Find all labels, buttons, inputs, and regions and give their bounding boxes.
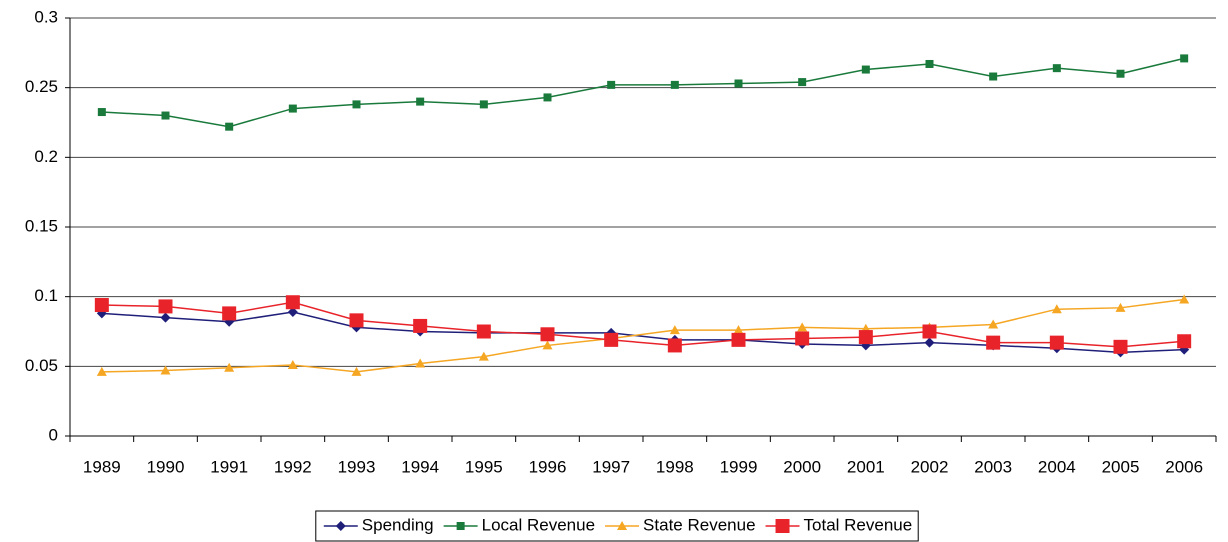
marker	[607, 80, 616, 89]
marker	[352, 100, 361, 109]
marker	[287, 306, 298, 317]
y-tick-label: 0.15	[25, 216, 58, 235]
marker	[775, 519, 790, 533]
marker	[540, 327, 555, 342]
marker	[988, 319, 999, 329]
x-tick-label: 2004	[1038, 457, 1076, 476]
marker	[161, 111, 170, 120]
marker	[478, 351, 489, 361]
x-tick-label: 1996	[529, 457, 567, 476]
marker	[670, 80, 679, 89]
marker	[734, 79, 743, 88]
marker	[160, 312, 171, 323]
x-tick-label: 2001	[847, 457, 885, 476]
marker	[413, 318, 428, 333]
x-tick-label: 1994	[401, 457, 439, 476]
marker	[287, 359, 298, 369]
x-tick-label: 1989	[83, 457, 121, 476]
x-tick-label: 1991	[210, 457, 248, 476]
marker	[285, 295, 300, 310]
y-tick-label: 0.25	[25, 77, 58, 96]
y-tick-label: 0.3	[34, 7, 58, 26]
x-tick-label: 1992	[274, 457, 312, 476]
marker	[1116, 69, 1125, 78]
x-tick-label: 2003	[974, 457, 1012, 476]
marker	[288, 104, 297, 113]
marker	[924, 337, 935, 348]
x-tick-label: 2005	[1102, 457, 1140, 476]
y-tick-label: 0.2	[34, 147, 58, 166]
marker	[96, 366, 107, 376]
x-tick-label: 1990	[147, 457, 185, 476]
marker	[798, 78, 807, 87]
marker	[925, 59, 934, 68]
marker	[479, 100, 488, 109]
marker	[1180, 54, 1189, 63]
marker	[731, 332, 746, 347]
marker	[795, 331, 810, 346]
marker	[733, 325, 744, 335]
x-tick-label: 1993	[338, 457, 376, 476]
marker	[989, 72, 998, 81]
legend-label: Local Revenue	[482, 515, 595, 534]
marker	[797, 322, 808, 332]
x-tick-label: 2006	[1165, 457, 1203, 476]
marker	[224, 362, 235, 372]
series-line	[101, 298, 1185, 373]
marker	[617, 521, 628, 530]
marker	[222, 306, 237, 321]
x-tick-label: 1999	[720, 457, 758, 476]
series-line	[101, 57, 1185, 128]
legend-label: Total Revenue	[804, 515, 913, 534]
marker	[1052, 64, 1061, 73]
x-tick-label: 2002	[911, 457, 949, 476]
marker	[1115, 302, 1126, 312]
marker	[1177, 334, 1192, 349]
y-tick-label: 0	[49, 425, 58, 444]
y-tick-label: 0.05	[25, 356, 58, 375]
marker	[416, 97, 425, 106]
y-tick-label: 0.1	[34, 286, 58, 305]
marker	[922, 324, 937, 339]
marker	[160, 365, 171, 375]
series-line	[101, 311, 1185, 354]
marker	[1113, 339, 1128, 354]
marker	[94, 298, 109, 313]
marker	[669, 325, 680, 335]
marker	[335, 521, 346, 531]
marker	[543, 93, 552, 102]
marker	[986, 335, 1001, 350]
x-tick-label: 2000	[783, 457, 821, 476]
marker	[225, 122, 234, 131]
legend-label: Spending	[362, 515, 434, 534]
x-tick-label: 1997	[592, 457, 630, 476]
series-line	[101, 301, 1185, 348]
marker	[456, 522, 465, 530]
marker	[97, 108, 106, 117]
marker	[476, 324, 491, 339]
marker	[542, 340, 553, 350]
marker	[858, 330, 873, 345]
marker	[667, 338, 682, 353]
marker	[861, 65, 870, 74]
legend: Spending Local Revenue State Revenue Total …	[315, 510, 919, 542]
marker	[158, 299, 173, 314]
marker	[604, 332, 619, 347]
legend-label: State Revenue	[643, 515, 755, 534]
x-tick-label: 1995	[465, 457, 503, 476]
marker	[349, 313, 364, 328]
marker	[1051, 304, 1062, 314]
marker	[351, 366, 362, 376]
marker	[1179, 294, 1190, 304]
x-tick-label: 1998	[656, 457, 694, 476]
marker	[415, 358, 426, 368]
marker	[1049, 335, 1064, 350]
